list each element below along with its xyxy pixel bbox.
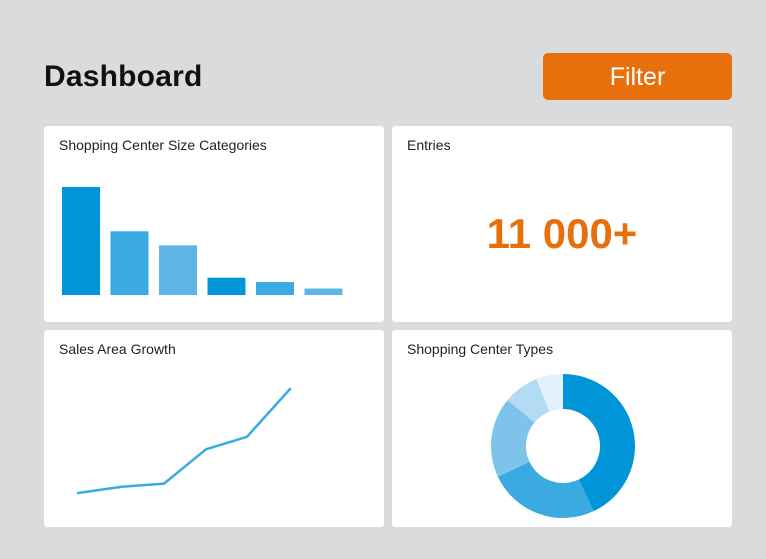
- growth-line: [76, 387, 292, 495]
- sales-area-growth-title: Sales Area Growth: [59, 341, 176, 357]
- shopping-center-types-donut-chart: [490, 374, 636, 519]
- size-categories-card: Shopping Center Size Categories: [44, 126, 384, 322]
- donut-slice-4: [507, 379, 550, 423]
- filter-button[interactable]: Filter: [543, 53, 732, 100]
- sales-area-growth-line-chart: [76, 387, 292, 495]
- page-title: Dashboard: [44, 60, 203, 93]
- bar-5: [256, 282, 294, 295]
- donut-slice-2: [497, 461, 594, 519]
- size-categories-title: Shopping Center Size Categories: [59, 137, 267, 153]
- entries-card: Entries 11 000+: [392, 126, 732, 322]
- entries-title: Entries: [407, 137, 451, 153]
- sales-area-growth-card: Sales Area Growth: [44, 330, 384, 527]
- bar-4: [207, 277, 246, 295]
- donut-slice-5: [536, 374, 563, 412]
- entries-value: 11 000+: [486, 210, 638, 257]
- bar-3: [159, 245, 197, 295]
- bar-6: [304, 288, 343, 295]
- shopping-center-types-title: Shopping Center Types: [407, 341, 554, 357]
- bar-1: [62, 187, 100, 295]
- donut-slice-3: [490, 400, 535, 477]
- shopping-center-types-card: Shopping Center Types: [392, 330, 732, 527]
- bar-2: [110, 231, 149, 295]
- donut-slice-1: [563, 374, 636, 512]
- size-categories-bar-chart: [62, 187, 343, 295]
